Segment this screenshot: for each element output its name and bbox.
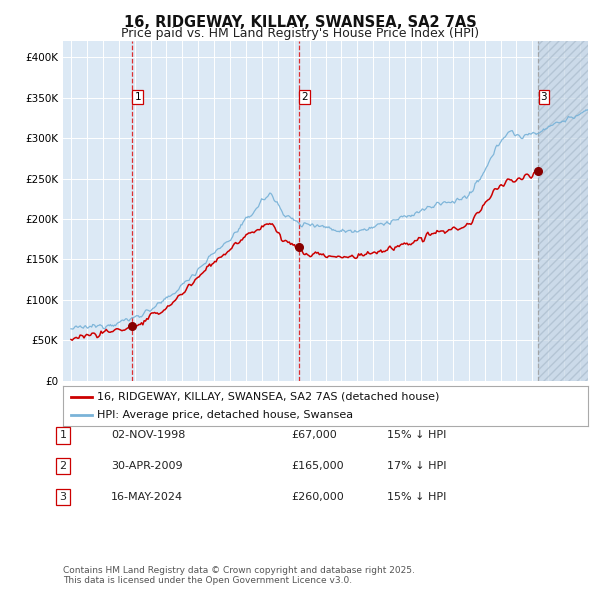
Text: £67,000: £67,000 <box>291 431 337 440</box>
Text: 17% ↓ HPI: 17% ↓ HPI <box>387 461 446 471</box>
Text: 16, RIDGEWAY, KILLAY, SWANSEA, SA2 7AS (detached house): 16, RIDGEWAY, KILLAY, SWANSEA, SA2 7AS (… <box>97 392 439 402</box>
Text: 2: 2 <box>301 92 308 102</box>
Text: Contains HM Land Registry data © Crown copyright and database right 2025.
This d: Contains HM Land Registry data © Crown c… <box>63 566 415 585</box>
Text: 16, RIDGEWAY, KILLAY, SWANSEA, SA2 7AS: 16, RIDGEWAY, KILLAY, SWANSEA, SA2 7AS <box>124 15 476 30</box>
Text: 15% ↓ HPI: 15% ↓ HPI <box>387 492 446 502</box>
Text: 16-MAY-2024: 16-MAY-2024 <box>111 492 183 502</box>
Text: 02-NOV-1998: 02-NOV-1998 <box>111 431 185 440</box>
Text: Price paid vs. HM Land Registry's House Price Index (HPI): Price paid vs. HM Land Registry's House … <box>121 27 479 40</box>
Text: 3: 3 <box>59 492 67 502</box>
Text: 1: 1 <box>59 431 67 440</box>
Text: HPI: Average price, detached house, Swansea: HPI: Average price, detached house, Swan… <box>97 410 353 420</box>
Text: £260,000: £260,000 <box>291 492 344 502</box>
Text: 30-APR-2009: 30-APR-2009 <box>111 461 182 471</box>
Text: 2: 2 <box>59 461 67 471</box>
Text: 1: 1 <box>134 92 141 102</box>
Bar <box>538 41 588 381</box>
Text: £165,000: £165,000 <box>291 461 344 471</box>
Text: 15% ↓ HPI: 15% ↓ HPI <box>387 431 446 440</box>
Text: 3: 3 <box>541 92 547 102</box>
